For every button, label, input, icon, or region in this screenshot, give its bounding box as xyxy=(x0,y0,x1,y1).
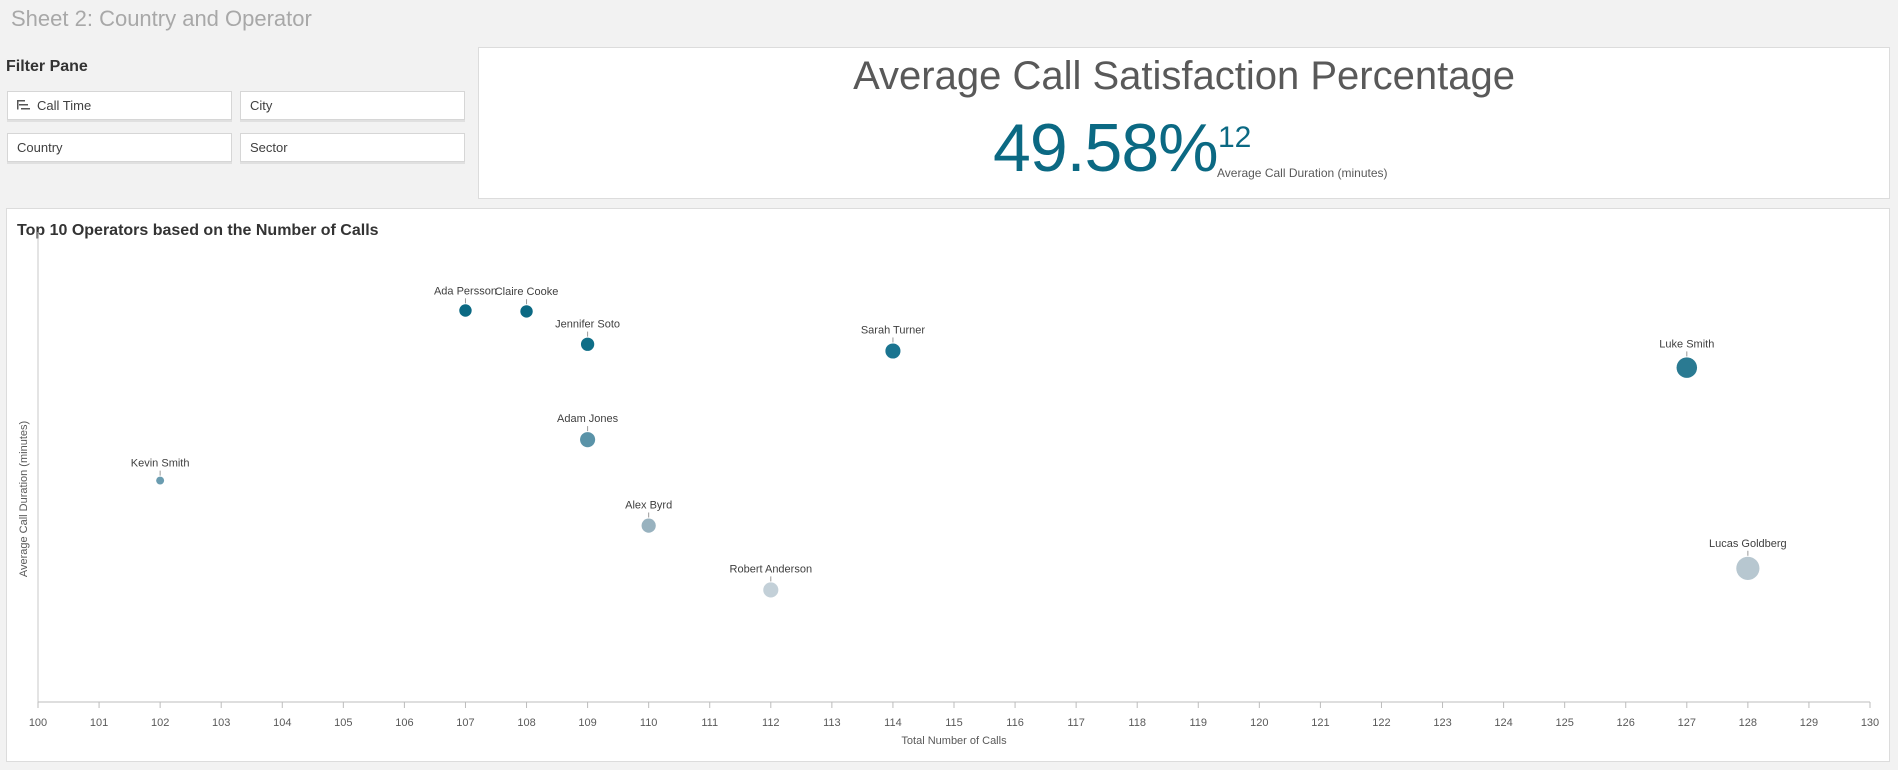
filter-pane-title: Filter Pane xyxy=(6,58,88,75)
x-tick-label: 110 xyxy=(640,717,658,729)
x-tick-label: 101 xyxy=(90,717,108,729)
x-tick-label: 111 xyxy=(701,717,718,729)
point-label: Ada Persson xyxy=(434,285,497,297)
x-tick-label: 124 xyxy=(1494,717,1512,729)
data-point[interactable] xyxy=(885,343,901,359)
x-tick-label: 125 xyxy=(1555,717,1573,729)
filter-label: Sector xyxy=(250,140,288,155)
kpi-secondary-label: Average Call Duration (minutes) xyxy=(1217,166,1388,180)
point-label: Luke Smith xyxy=(1659,338,1714,350)
x-tick-label: 112 xyxy=(762,717,780,729)
x-tick-label: 105 xyxy=(334,717,352,729)
x-axis-label: Total Number of Calls xyxy=(901,735,1007,747)
data-point[interactable] xyxy=(641,518,656,533)
x-tick-label: 121 xyxy=(1311,717,1329,729)
x-tick-label: 116 xyxy=(1006,717,1024,729)
x-tick-label: 117 xyxy=(1067,717,1085,729)
x-tick-label: 122 xyxy=(1372,717,1390,729)
filter-country[interactable]: Country xyxy=(7,133,232,162)
data-point[interactable] xyxy=(763,582,779,598)
scatter-chart[interactable]: 100 101 102 103 104 105 106 107 108 109 110 111 112 1… xyxy=(7,209,1889,761)
hierarchy-icon xyxy=(17,98,31,113)
filter-call-time[interactable]: Call Time xyxy=(7,91,232,120)
point-label: Robert Anderson xyxy=(730,563,813,575)
data-point[interactable] xyxy=(459,304,472,317)
point-label: Sarah Turner xyxy=(861,324,926,336)
x-tick-label: 114 xyxy=(884,717,902,729)
kpi-title: Average Call Satisfaction Percentage xyxy=(853,54,1515,98)
x-tick-label: 100 xyxy=(29,717,47,729)
x-tick-label: 119 xyxy=(1189,717,1207,729)
kpi-panel[interactable]: Average Call Satisfaction Percentage 49.… xyxy=(478,47,1890,199)
x-tick-label: 102 xyxy=(151,717,169,729)
x-tick-label: 123 xyxy=(1433,717,1451,729)
kpi-value: 49.58% xyxy=(993,110,1219,186)
data-point[interactable] xyxy=(1736,556,1760,580)
filter-city[interactable]: City xyxy=(240,91,465,120)
x-tick-label: 104 xyxy=(273,717,291,729)
x-tick-label: 120 xyxy=(1250,717,1268,729)
kpi-secondary-value: 12 xyxy=(1218,121,1252,154)
chart-title: Top 10 Operators based on the Number of … xyxy=(17,222,379,239)
point-label: Kevin Smith xyxy=(131,458,190,470)
sheet-title: Sheet 2: Country and Operator xyxy=(11,6,312,31)
data-point[interactable] xyxy=(156,476,165,485)
x-tick-label: 127 xyxy=(1678,717,1696,729)
x-tick-label: 108 xyxy=(517,717,535,729)
x-tick-label: 129 xyxy=(1800,717,1818,729)
x-tick-label: 113 xyxy=(823,717,841,729)
data-point[interactable] xyxy=(1676,357,1698,378)
point-label: Claire Cooke xyxy=(495,286,559,298)
filter-sector[interactable]: Sector xyxy=(240,133,465,162)
point-label: Jennifer Soto xyxy=(555,319,620,331)
x-tick-label: 103 xyxy=(212,717,230,729)
filter-label: Country xyxy=(17,140,63,155)
chart-panel[interactable]: Top 10 Operators based on the Number of … xyxy=(6,208,1890,762)
x-tick-label: 115 xyxy=(945,717,963,729)
x-tick-label: 118 xyxy=(1128,717,1146,729)
x-tick-label: 128 xyxy=(1739,717,1757,729)
data-point[interactable] xyxy=(520,305,533,318)
data-point[interactable] xyxy=(580,337,595,351)
x-tick-label: 107 xyxy=(456,717,474,729)
point-label: Alex Byrd xyxy=(625,500,672,512)
x-tick-label: 109 xyxy=(578,717,596,729)
filter-label: City xyxy=(250,98,273,113)
x-tick-label: 106 xyxy=(395,717,413,729)
x-tick-label: 130 xyxy=(1861,717,1879,729)
point-label: Adam Jones xyxy=(557,413,619,425)
y-axis-label: Average Call Duration (minutes) xyxy=(18,421,30,577)
point-label: Lucas Goldberg xyxy=(1709,538,1787,550)
x-tick-label: 126 xyxy=(1617,717,1635,729)
filter-label: Call Time xyxy=(37,98,92,113)
data-point[interactable] xyxy=(580,432,596,448)
